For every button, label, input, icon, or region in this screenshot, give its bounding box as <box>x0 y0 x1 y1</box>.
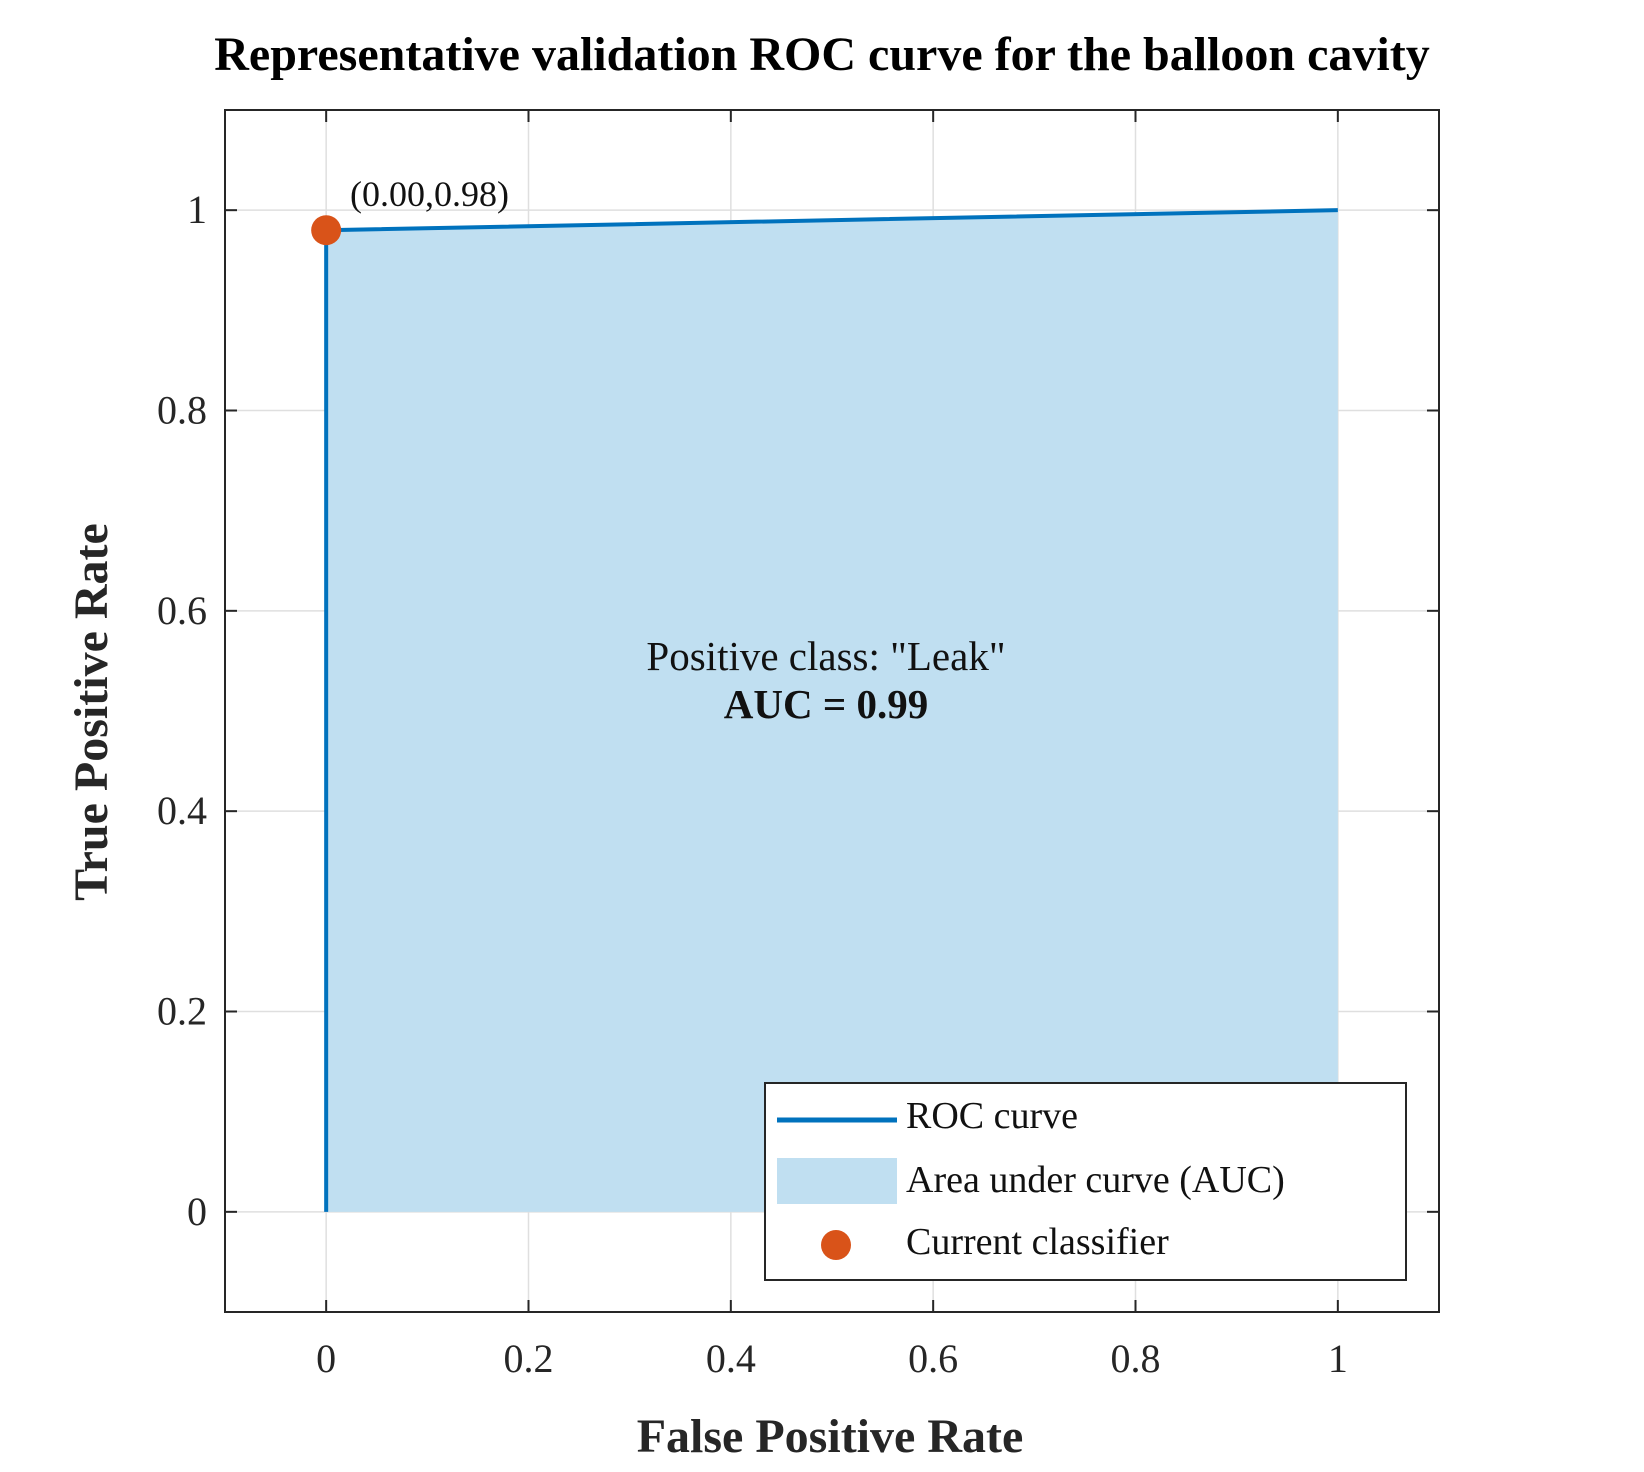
y-axis-label: True Positive Rate <box>65 523 118 901</box>
y-tick-label: 0 <box>187 1189 207 1234</box>
x-axis-label: False Positive Rate <box>637 1410 1024 1463</box>
y-tick-label: 0.6 <box>157 588 207 633</box>
y-tick-label: 1 <box>187 187 207 232</box>
annotation-auc: AUC = 0.99 <box>724 681 928 727</box>
x-tick-label: 0 <box>316 1336 336 1381</box>
x-tick-label: 0.4 <box>706 1336 756 1381</box>
current-classifier-point <box>311 215 342 246</box>
legend-classifier-marker <box>821 1230 851 1260</box>
legend: ROC curve Area under curve (AUC) Current… <box>764 1082 1407 1281</box>
x-tick-label: 1 <box>1328 1336 1348 1381</box>
chart-title: Representative validation ROC curve for … <box>214 28 1429 81</box>
auc-area <box>326 210 1338 1212</box>
legend-auc-swatch <box>777 1158 897 1204</box>
x-tick-label: 0.8 <box>1111 1336 1161 1381</box>
x-tick-label: 0.6 <box>908 1336 958 1381</box>
y-tick-label: 0.8 <box>157 388 207 433</box>
x-tick-label: 0.2 <box>504 1336 554 1381</box>
axes-box <box>224 109 1440 1313</box>
roc-line-layer <box>311 208 1338 1212</box>
point-label: (0.00,0.98) <box>350 174 509 214</box>
y-tick-label: 0.4 <box>157 788 207 833</box>
auc-area-layer <box>326 210 1338 1212</box>
y-tick-label: 0.2 <box>157 989 207 1034</box>
legend-roc-label: ROC curve <box>906 1095 1078 1137</box>
ticks: 0 0.2 0.4 0.6 0.8 1 0 0.2 0.4 0.6 0.8 1 <box>157 110 1439 1381</box>
legend-auc-label: Area under curve (AUC) <box>906 1159 1285 1201</box>
annotation-positive-class: Positive class: "Leak" <box>646 633 1005 679</box>
legend-classifier-label: Current classifier <box>906 1221 1169 1263</box>
